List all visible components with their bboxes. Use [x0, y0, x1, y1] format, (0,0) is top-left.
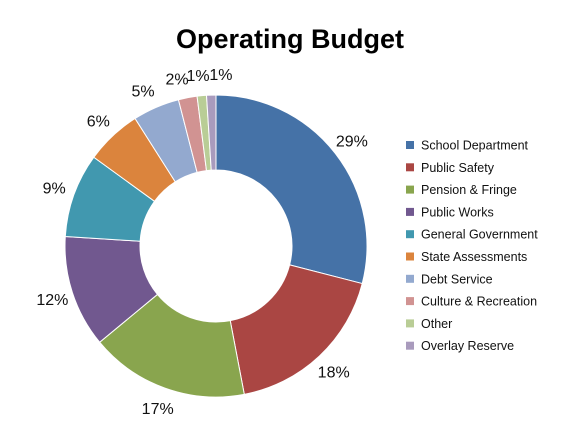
legend-label-overlay-reserve: Overlay Reserve	[421, 339, 514, 353]
chart-title: Operating Budget	[176, 24, 404, 54]
slice-labels: 29%18%17%12%9%6%5%2%1% 1%	[36, 67, 368, 418]
slice-label-other: 1%	[187, 68, 210, 85]
slice-public-safety	[229, 264, 363, 395]
legend-label-public-works: Public Works	[421, 205, 494, 219]
legend-swatch-public-safety	[406, 163, 414, 172]
legend-label-general-government: General Government	[421, 228, 538, 242]
legend-swatch-pension-fringe	[406, 185, 414, 194]
legend-label-other: Other	[421, 317, 452, 331]
slice-label-state-assessments: 6%	[87, 114, 110, 131]
legend-swatch-school-department	[406, 141, 414, 149]
slice-label-culture-recreation: 2%	[165, 72, 188, 89]
legend-label-pension-fringe: Pension & Fringe	[421, 183, 517, 197]
legend: School Department Public Safety Pension & …	[406, 139, 538, 353]
legend-swatch-other	[406, 319, 414, 328]
slice-label-public-works: 12%	[36, 292, 68, 309]
legend-swatch-public-works	[406, 207, 414, 216]
legend-swatch-culture-recreation	[406, 297, 414, 306]
legend-label-debt-service: Debt Service	[421, 272, 493, 286]
slice-label-school-department: 29%	[336, 134, 368, 151]
legend-swatch-general-government	[406, 230, 414, 239]
legend-label-public-safety: Public Safety	[421, 161, 495, 175]
slice-overlay-reserve	[205, 94, 217, 171]
slice-label-public-safety: 18%	[318, 364, 350, 381]
legend-swatch-debt-service	[406, 274, 414, 283]
legend-label-school-department: School Department	[421, 139, 529, 153]
legend-swatch-state-assessments	[406, 252, 414, 261]
slice-label-debt-service: 5%	[131, 83, 154, 100]
legend-label-culture-recreation: Culture & Recreation	[421, 295, 537, 309]
slice-label-general-government: 9%	[43, 181, 66, 198]
slices	[64, 94, 368, 398]
legend-swatch-overlay-reserve	[406, 341, 414, 350]
slice-label-pension-fringe: 17%	[142, 401, 174, 418]
slice-school-department	[215, 94, 368, 285]
legend-label-state-assessments: State Assessments	[421, 250, 527, 264]
slice-label-overlay-reserve: 1%	[209, 67, 232, 84]
